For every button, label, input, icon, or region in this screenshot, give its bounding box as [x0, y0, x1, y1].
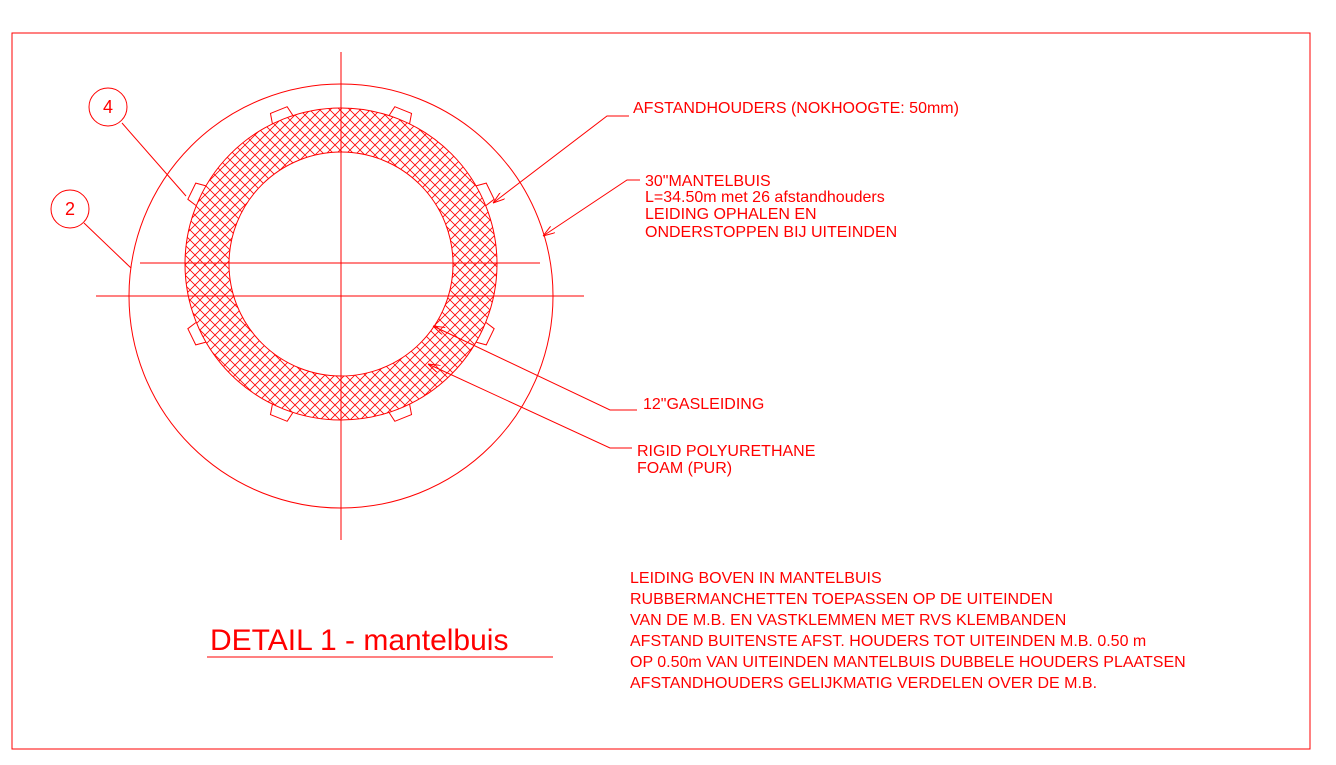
callout: 2 — [65, 199, 75, 219]
label: L=34.50m met 26 afstandhouders — [645, 189, 885, 206]
leader-4 — [121, 122, 187, 197]
spacer — [269, 404, 294, 422]
foam-ring — [184, 107, 498, 421]
label: RIGID POLYURETHANE — [637, 443, 815, 460]
label: ONDERSTOPPEN BIJ UITEINDEN — [645, 224, 897, 241]
spacer — [476, 322, 495, 346]
label: AFSTANDHOUDERS (NOKHOOGTE: 50mm) — [633, 100, 959, 117]
note: VAN DE M.B. EN VASTKLEMMEN MET RVS KLEMB… — [630, 612, 1066, 629]
callout: 4 — [103, 97, 113, 117]
label: 12"GASLEIDING — [643, 396, 764, 413]
leader — [428, 364, 632, 449]
spacer — [269, 106, 294, 124]
leader — [543, 179, 640, 236]
callout-circle — [50, 189, 90, 229]
spacer — [476, 182, 495, 206]
title: DETAIL 1 - mantelbuis — [210, 624, 508, 657]
label: FOAM (PUR) — [637, 460, 732, 477]
leader — [433, 326, 637, 411]
note: AFSTANDHOUDERS GELIJKMATIG VERDELEN OVER… — [630, 675, 1097, 692]
leader-2 — [83, 222, 132, 269]
note: AFSTAND BUITENSTE AFST. HOUDERS TOT UITE… — [630, 633, 1146, 650]
leader — [493, 115, 629, 203]
section — [50, 52, 640, 658]
note: RUBBERMANCHETTEN TOEPASSEN OP DE UITEIND… — [630, 591, 1053, 608]
note: LEIDING BOVEN IN MANTELBUIS — [630, 570, 882, 587]
spacer — [388, 404, 413, 422]
spacer — [187, 182, 206, 206]
notes: LEIDING BOVEN IN MANTELBUIS RUBBERMANCHET… — [630, 570, 1186, 692]
note: OP 0.50m VAN UITEINDEN MANTELBUIS DUBBEL… — [630, 654, 1186, 671]
spacer — [388, 106, 413, 124]
label: 30"MANTELBUIS — [645, 173, 771, 190]
label: LEIDING OPHALEN EN — [645, 206, 817, 223]
callout-circle — [88, 87, 128, 127]
spacer — [187, 322, 206, 346]
frame — [11, 32, 1311, 750]
